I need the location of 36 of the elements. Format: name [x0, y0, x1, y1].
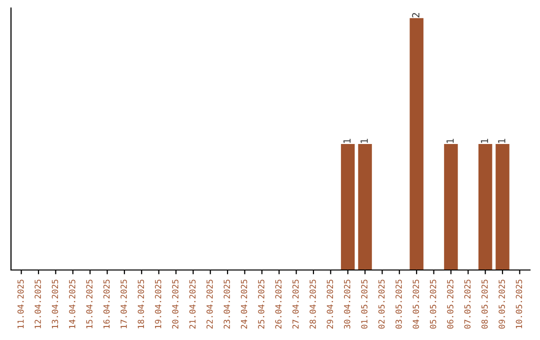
- data-label: 1: [498, 138, 506, 143]
- x-tick-label: 26.04.2025: [275, 280, 282, 329]
- x-tick-label: 14.04.2025: [69, 280, 76, 328]
- x-tick-label: 05.05.2025: [430, 280, 436, 329]
- x-tick-label: 22.04.2025: [206, 280, 213, 329]
- x-tick-label: 30.04.2025: [344, 280, 350, 329]
- x-tick-label: 24.04.2025: [240, 280, 248, 329]
- x-tick-label: 21.04.2025: [189, 280, 196, 329]
- x-tick-label: 16.04.2025: [103, 280, 110, 328]
- data-label: 1: [480, 138, 488, 143]
- x-tick-label: 01.05.2025: [361, 280, 368, 329]
- x-tick-label: 03.05.2025: [396, 280, 402, 329]
- x-tick-label: 17.04.2025: [120, 280, 127, 328]
- x-tick-label: 04.05.2025: [412, 280, 420, 329]
- x-tick-label: 02.05.2025: [378, 280, 385, 329]
- x-tick-label: 06.05.2025: [447, 280, 454, 329]
- data-label: 1: [446, 138, 454, 143]
- x-tick-label: 25.04.2025: [258, 280, 264, 329]
- data-label: 1: [360, 138, 368, 143]
- x-tick-label: 08.05.2025: [481, 280, 488, 329]
- x-tick-label: 12.04.2025: [34, 280, 41, 328]
- x-tick-label: 11.04.2025: [17, 280, 24, 328]
- data-label: 1: [343, 138, 351, 143]
- x-tick-label: 28.04.2025: [310, 280, 316, 329]
- x-tick-label: 07.05.2025: [464, 280, 471, 329]
- data-label: 2: [412, 13, 420, 18]
- x-tick-label: 23.04.2025: [224, 280, 230, 329]
- x-tick-label: 10.05.2025: [516, 280, 522, 328]
- x-tick-label: 27.04.2025: [292, 280, 299, 329]
- x-tick-label: 13.04.2025: [52, 280, 58, 328]
- x-tick-label: 20.04.2025: [172, 280, 178, 329]
- x-tick-label: 29.04.2025: [326, 280, 334, 329]
- x-tick-label: 18.04.2025: [138, 280, 144, 328]
- x-tick-label: 19.04.2025: [154, 280, 162, 328]
- x-tick-label: 15.04.2025: [86, 280, 92, 328]
- x-tick-label: 09.05.2025: [498, 280, 505, 329]
